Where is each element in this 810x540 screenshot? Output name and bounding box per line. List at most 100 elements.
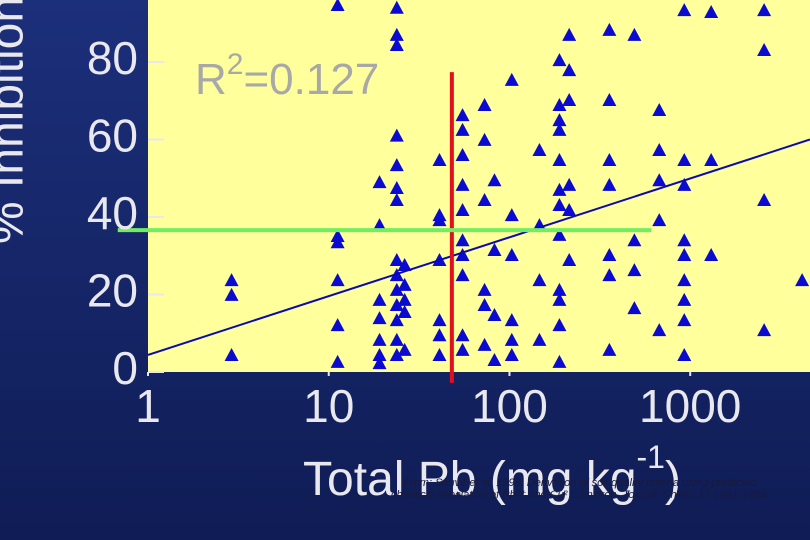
point <box>504 72 519 86</box>
point <box>652 142 667 156</box>
point <box>627 27 642 41</box>
y-tick-label: 20 <box>87 265 138 317</box>
point <box>562 92 577 106</box>
point <box>562 253 577 267</box>
point <box>389 0 404 14</box>
point <box>389 158 404 172</box>
point <box>487 352 502 366</box>
x-label-sup: -1 <box>637 439 665 475</box>
point <box>372 356 387 370</box>
point <box>627 233 642 247</box>
point <box>455 177 470 191</box>
point <box>372 347 387 361</box>
point <box>389 282 404 296</box>
plot <box>148 0 810 370</box>
point <box>627 301 642 315</box>
point <box>552 197 567 211</box>
point <box>504 313 519 327</box>
point <box>504 247 519 261</box>
point <box>432 153 447 167</box>
point <box>432 328 447 342</box>
point <box>652 173 667 187</box>
point <box>757 3 772 17</box>
point <box>552 292 567 306</box>
x-label-suffix: ) <box>665 453 681 506</box>
point <box>397 258 412 272</box>
point <box>795 273 810 287</box>
point <box>552 53 567 67</box>
point <box>487 308 502 322</box>
point <box>389 332 404 346</box>
point <box>455 268 470 282</box>
point <box>677 313 692 327</box>
point <box>389 128 404 142</box>
point <box>389 253 404 267</box>
r-squared-text: R <box>195 55 227 104</box>
point <box>477 132 492 146</box>
point <box>389 347 404 361</box>
point <box>757 42 772 56</box>
point <box>397 277 412 291</box>
point <box>552 318 567 332</box>
point <box>389 37 404 51</box>
point <box>477 282 492 296</box>
point <box>372 175 387 189</box>
point <box>602 247 617 261</box>
point <box>704 5 719 19</box>
point <box>397 342 412 356</box>
point <box>562 63 577 77</box>
point <box>652 103 667 117</box>
point <box>677 292 692 306</box>
point <box>224 273 239 287</box>
point <box>455 203 470 217</box>
point <box>602 342 617 356</box>
y-tick-label: 80 <box>87 32 138 84</box>
point <box>432 213 447 227</box>
point <box>562 177 577 191</box>
point <box>455 148 470 161</box>
point <box>677 177 692 191</box>
point <box>552 153 567 167</box>
point <box>224 287 239 301</box>
point <box>532 142 547 156</box>
x-axis-label: Total Pb (mg kg-1) <box>303 439 681 505</box>
point <box>562 203 577 217</box>
point <box>487 242 502 256</box>
point <box>372 292 387 306</box>
citation-line: chemical speciation of Pb²⁺ and Cu²⁺. En… <box>391 489 769 501</box>
y-tick-label: 60 <box>87 110 138 162</box>
x-tick-label: 1000 <box>639 380 741 432</box>
point <box>455 108 470 122</box>
r-squared: R2=0.127 <box>195 48 379 104</box>
point <box>477 98 492 112</box>
reference-line <box>148 138 810 356</box>
point <box>652 323 667 337</box>
point <box>477 337 492 351</box>
point <box>504 332 519 346</box>
point <box>432 347 447 361</box>
point <box>372 218 387 232</box>
point <box>330 273 345 287</box>
point <box>389 180 404 194</box>
point <box>602 92 617 106</box>
overlay <box>117 72 652 383</box>
x-label-text: Total Pb (mg kg <box>303 453 636 506</box>
point <box>677 153 692 167</box>
point <box>757 323 772 337</box>
point <box>389 297 404 311</box>
point <box>677 347 692 361</box>
point <box>330 354 345 368</box>
point <box>477 192 492 206</box>
point <box>562 27 577 41</box>
point <box>455 233 470 247</box>
point <box>330 0 345 12</box>
point <box>224 347 239 361</box>
point <box>552 282 567 296</box>
point <box>330 318 345 332</box>
point <box>532 332 547 346</box>
point <box>602 153 617 167</box>
citation-line: From: Sauvé et al. 1998. Derivation of s… <box>403 477 757 489</box>
point <box>455 122 470 136</box>
point <box>704 153 719 167</box>
